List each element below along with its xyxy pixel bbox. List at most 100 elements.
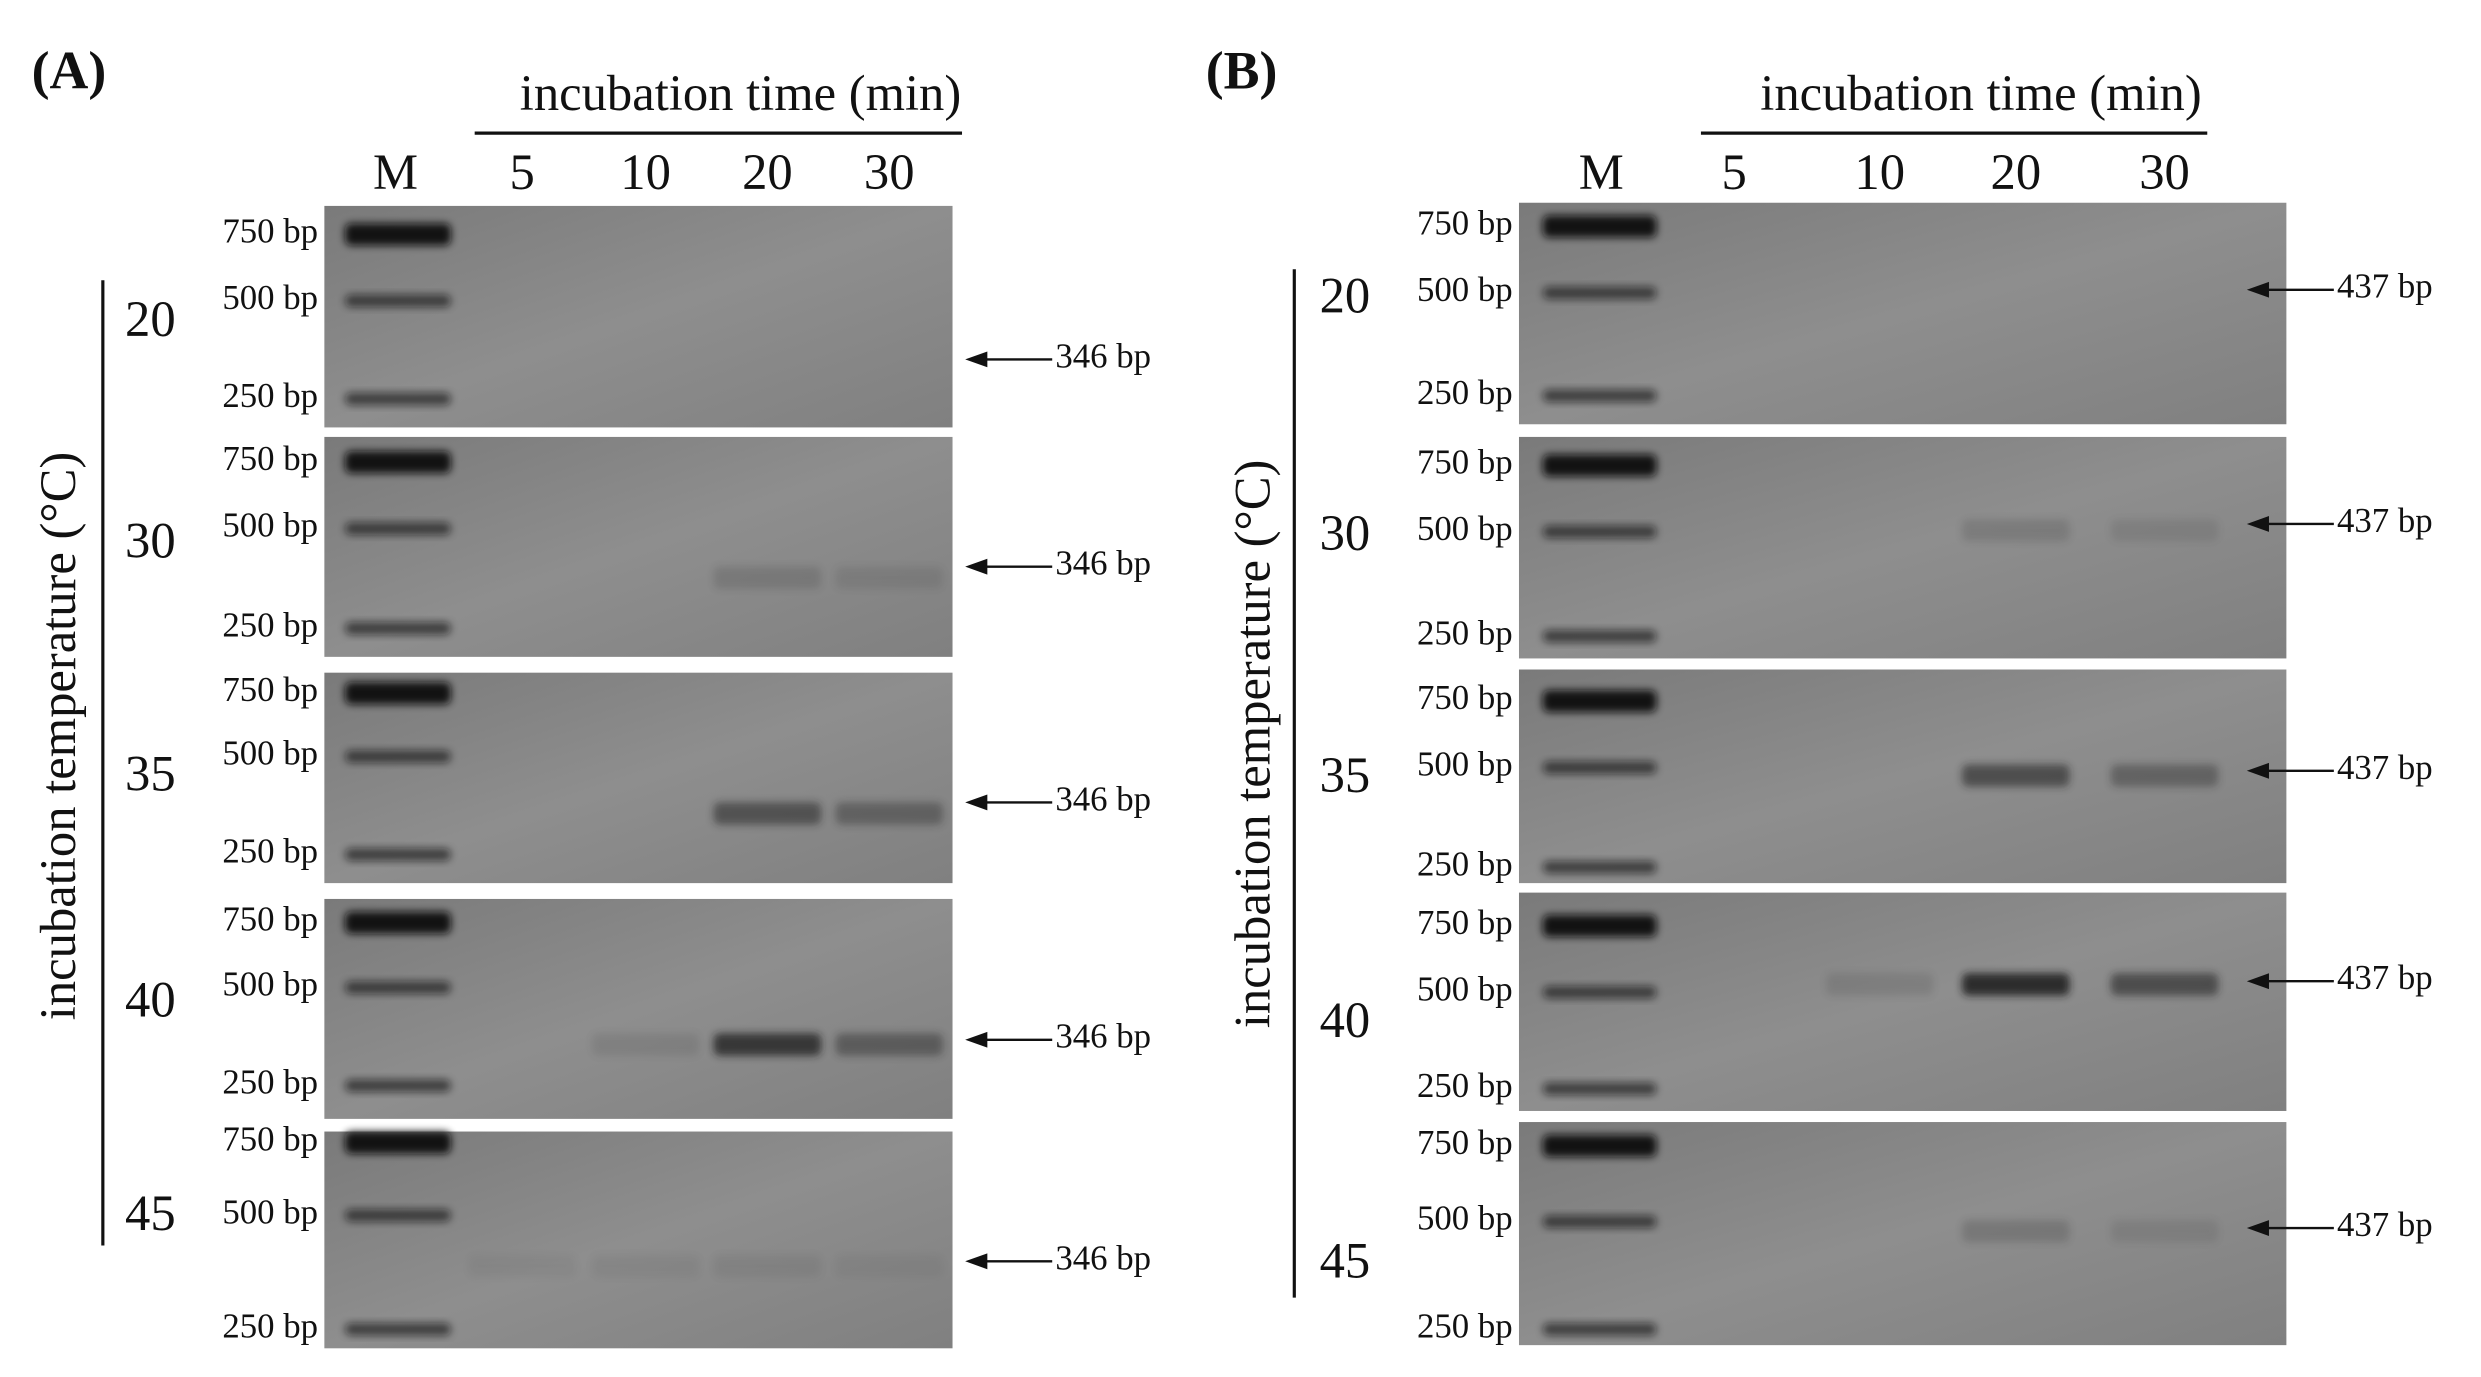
sample-band xyxy=(713,566,822,589)
ladder-band xyxy=(1542,1134,1657,1157)
ladder-label: 750 bp xyxy=(222,1120,318,1159)
sample-band xyxy=(2110,973,2219,996)
ladder-label: 250 bp xyxy=(1417,844,1513,883)
product-label: 346 bp xyxy=(1055,336,1151,375)
product-label: 346 bp xyxy=(1055,779,1151,818)
temperature-label: incubation temperature (°C) xyxy=(30,452,86,1020)
time-value: 10 xyxy=(1854,144,1905,200)
product-arrowhead xyxy=(2246,973,2269,990)
ladder-band xyxy=(344,223,451,246)
ladder-band xyxy=(344,392,451,406)
gel-image xyxy=(324,436,953,657)
time-value: 30 xyxy=(864,144,915,200)
ladder-label: 500 bp xyxy=(222,278,318,317)
ladder-label: 250 bp xyxy=(1417,1306,1513,1345)
ladder-band xyxy=(1542,761,1657,774)
temperature-value: 30 xyxy=(1320,505,1371,561)
ladder-label: 500 bp xyxy=(1417,969,1513,1008)
marker-label: M xyxy=(373,144,418,200)
ladder-label: 500 bp xyxy=(1417,509,1513,548)
ladder-band xyxy=(1542,914,1657,937)
product-label: 437 bp xyxy=(2337,958,2433,997)
time-value: 30 xyxy=(2139,144,2190,200)
ladder-band xyxy=(344,911,451,934)
ladder-label: 750 bp xyxy=(222,211,318,250)
ladder-band xyxy=(344,1079,451,1092)
gel-image xyxy=(324,1131,953,1349)
ladder-label: 750 bp xyxy=(1417,678,1513,717)
sample-band xyxy=(2110,764,2219,787)
product-arrowhead xyxy=(965,558,988,575)
sample-band xyxy=(2110,519,2219,542)
temperature-value: 40 xyxy=(1320,992,1371,1048)
sample-band xyxy=(468,1254,576,1278)
ladder-band xyxy=(1542,985,1657,999)
product-arrowhead xyxy=(965,1253,988,1270)
temperature-value: 35 xyxy=(1320,747,1371,803)
temperature-value: 20 xyxy=(125,291,176,347)
ladder-band xyxy=(344,1322,451,1336)
ladder-band xyxy=(1542,629,1657,643)
gel: 750 bp 500 bp 250 bp 45 346 bp xyxy=(125,1120,1151,1349)
ladder-band xyxy=(344,682,451,705)
ladder-label: 500 bp xyxy=(222,1192,318,1231)
ladder-band xyxy=(344,1209,451,1222)
sample-band xyxy=(835,1254,944,1278)
ladder-band xyxy=(1542,286,1657,300)
gel-image xyxy=(324,672,953,884)
sample-band xyxy=(591,1254,700,1278)
sample-band xyxy=(713,1033,822,1056)
ladder-label: 250 bp xyxy=(222,1306,318,1345)
ladder-label: 500 bp xyxy=(1417,1199,1513,1238)
panel: (B) incubation time (min) M 5 10 20 30 incubati… xyxy=(1206,41,2433,1346)
sample-band xyxy=(1962,1220,2070,1243)
ladder-band xyxy=(1542,690,1657,713)
panel-label: (A) xyxy=(32,41,107,101)
ladder-label: 750 bp xyxy=(222,670,318,709)
ladder-band xyxy=(344,451,451,474)
product-arrowhead xyxy=(965,1031,988,1048)
sample-band xyxy=(1825,973,1934,996)
product-arrowhead xyxy=(965,794,988,811)
ladder-band xyxy=(344,750,451,763)
time-value: 20 xyxy=(742,144,793,200)
ladder-label: 750 bp xyxy=(1417,903,1513,942)
ladder-label: 750 bp xyxy=(222,900,318,939)
ladder-band xyxy=(344,1131,451,1154)
ladder-label: 750 bp xyxy=(1417,1123,1513,1162)
ladder-label: 250 bp xyxy=(222,605,318,644)
ladder-band xyxy=(1542,1215,1657,1229)
ladder-label: 750 bp xyxy=(1417,442,1513,481)
ladder-band xyxy=(1542,389,1657,403)
time-value: 20 xyxy=(1991,144,2042,200)
ladder-band xyxy=(1542,454,1657,477)
gel: 750 bp 500 bp 250 bp 30 437 bp xyxy=(1320,436,2433,659)
time-value: 5 xyxy=(1722,144,1747,200)
ladder-band xyxy=(344,294,451,308)
ladder-label: 250 bp xyxy=(1417,1066,1513,1105)
gel: 750 bp 500 bp 250 bp 40 346 bp xyxy=(125,898,1151,1119)
product-arrowhead xyxy=(2246,516,2269,532)
ladder-band xyxy=(1542,1082,1657,1096)
gel: 750 bp 500 bp 250 bp 20 437 bp xyxy=(1320,202,2433,425)
sample-band xyxy=(713,802,822,825)
temperature-label: incubation temperature (°C) xyxy=(1225,460,1281,1028)
ladder-band xyxy=(344,622,451,635)
gel: 750 bp 500 bp 250 bp 35 346 bp xyxy=(125,670,1151,884)
product-label: 437 bp xyxy=(2337,267,2433,306)
product-label: 437 bp xyxy=(2337,1205,2433,1244)
ladder-label: 500 bp xyxy=(1417,745,1513,784)
ladder-band xyxy=(1542,215,1657,238)
ladder-band xyxy=(344,522,451,536)
sample-band xyxy=(2110,1220,2219,1243)
ladder-label: 500 bp xyxy=(222,965,318,1004)
product-label: 346 bp xyxy=(1055,544,1151,583)
gel: 750 bp 500 bp 250 bp 20 346 bp xyxy=(125,205,1151,428)
ladder-band xyxy=(1542,1322,1657,1336)
ladder-label: 500 bp xyxy=(1417,270,1513,309)
ladder-label: 500 bp xyxy=(222,734,318,773)
product-arrowhead xyxy=(965,351,988,368)
ladder-label: 250 bp xyxy=(222,832,318,871)
